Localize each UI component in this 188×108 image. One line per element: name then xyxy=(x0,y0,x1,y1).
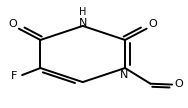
Text: O: O xyxy=(174,79,183,89)
Text: N: N xyxy=(79,18,87,28)
Text: O: O xyxy=(9,19,17,29)
Text: F: F xyxy=(11,71,17,81)
Text: H: H xyxy=(79,7,86,17)
Text: O: O xyxy=(148,19,157,29)
Text: N: N xyxy=(120,70,128,79)
